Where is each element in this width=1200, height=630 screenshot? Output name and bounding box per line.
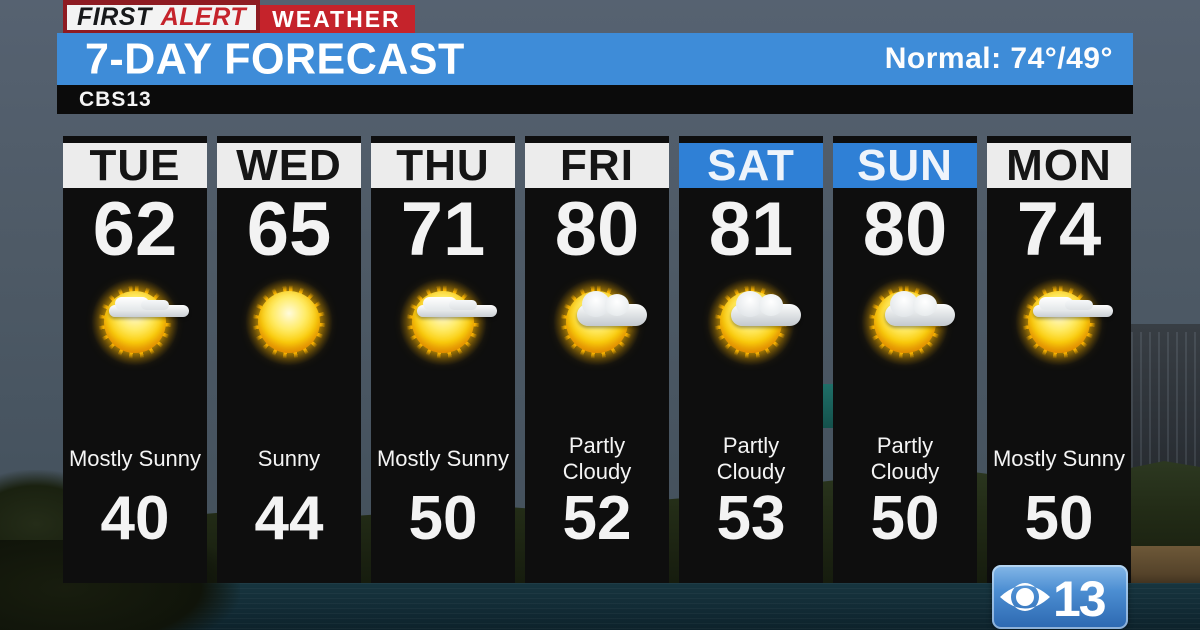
day-label: WED — [217, 143, 361, 188]
partly-cloudy-icon — [849, 272, 961, 376]
forecast-column-thu: THU 71 Mostly Sunny 50 — [371, 136, 515, 583]
forecast-column-sun: SUN 80 Partly Cloudy 50 — [833, 136, 977, 583]
cloud-icon — [1033, 297, 1113, 317]
forecast-column-tue: TUE 62 Mostly Sunny 40 — [63, 136, 207, 583]
high-temp: 81 — [708, 187, 794, 272]
channel-number: 13 — [1053, 571, 1105, 624]
cloud-icon — [885, 291, 955, 326]
first-alert-weather-logo: FIRST ALERT WEATHER — [63, 0, 415, 34]
first-label: FIRST — [77, 3, 152, 31]
forecast-column-mon: MON 74 Mostly Sunny 50 — [987, 136, 1131, 583]
banner-title: 7-DAY FORECAST — [85, 34, 465, 83]
station-label: CBS13 — [79, 87, 152, 111]
forecast-grid: TUE 62 Mostly Sunny 40 WED 65 Sunny 44 T… — [63, 136, 1131, 583]
low-temp: 40 — [100, 484, 170, 553]
forecast-banner: 7-DAY FORECAST Normal: 74°/49° — [57, 33, 1133, 85]
low-temp: 53 — [716, 484, 786, 553]
condition-label: Partly Cloudy — [870, 432, 940, 484]
day-label: MON — [987, 143, 1131, 188]
condition-label: Partly Cloudy — [562, 432, 632, 484]
mostly-sunny-icon — [387, 272, 499, 376]
high-temp: 80 — [554, 187, 640, 272]
condition-label: Mostly Sunny — [376, 445, 510, 471]
condition-label: Mostly Sunny — [68, 445, 202, 471]
high-temp: 65 — [246, 187, 332, 272]
day-label: THU — [371, 143, 515, 188]
partly-cloudy-icon — [695, 272, 807, 376]
low-temp: 50 — [870, 484, 940, 553]
high-temp: 71 — [400, 187, 486, 272]
forecast-column-fri: FRI 80 Partly Cloudy 52 — [525, 136, 669, 583]
partly-cloudy-icon — [541, 272, 653, 376]
low-temp: 50 — [1024, 484, 1094, 553]
low-temp: 50 — [408, 484, 478, 553]
cbs-eye-icon: 13 — [1000, 571, 1107, 624]
forecast-column-sat: SAT 81 Partly Cloudy 53 — [679, 136, 823, 583]
cloud-icon — [109, 297, 189, 317]
day-label: TUE — [63, 143, 207, 188]
high-temp: 74 — [1016, 187, 1102, 272]
low-temp: 52 — [562, 484, 632, 553]
day-label: FRI — [525, 143, 669, 188]
high-temp: 62 — [92, 187, 178, 272]
condition-label: Partly Cloudy — [716, 432, 786, 484]
weather-wordmark: WEATHER — [260, 5, 415, 33]
mostly-sunny-icon — [1003, 272, 1115, 376]
normal-temps-label: Normal: 74°/49° — [884, 42, 1113, 75]
cbs13-logo: 13 — [992, 565, 1128, 629]
sun-core-icon — [258, 291, 320, 353]
mostly-sunny-icon — [79, 272, 191, 376]
forecast-column-wed: WED 65 Sunny 44 — [217, 136, 361, 583]
cloud-icon — [577, 291, 647, 326]
sunny-icon — [233, 272, 345, 376]
condition-label: Mostly Sunny — [992, 445, 1126, 471]
day-label: SAT — [679, 143, 823, 188]
station-strip: CBS13 — [57, 85, 1133, 114]
day-label: SUN — [833, 143, 977, 188]
low-temp: 44 — [254, 484, 324, 553]
first-alert-wordmark: FIRST ALERT — [63, 0, 261, 34]
cloud-icon — [417, 297, 497, 317]
alert-label: ALERT — [160, 3, 247, 31]
condition-label: Sunny — [257, 445, 321, 471]
cloud-icon — [731, 291, 801, 326]
high-temp: 80 — [862, 187, 948, 272]
